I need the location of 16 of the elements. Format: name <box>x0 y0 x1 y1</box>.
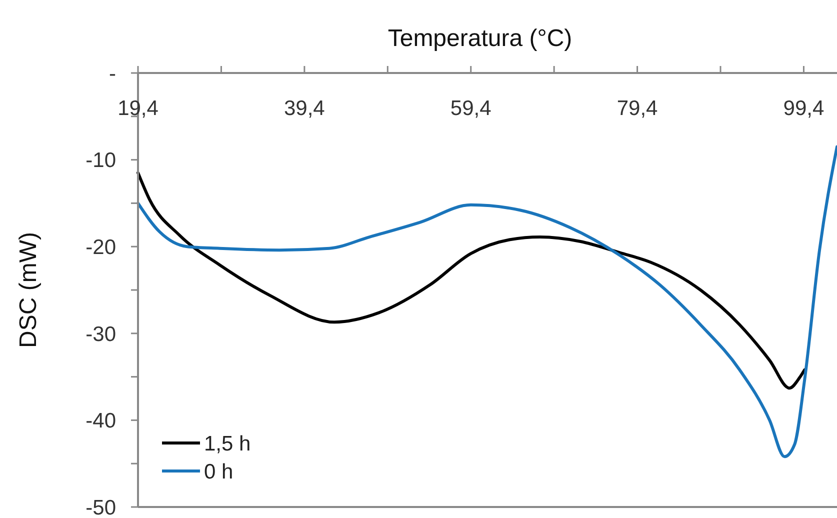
x-tick-label: 99,4 <box>783 97 824 120</box>
legend-label: 0 h <box>204 460 234 484</box>
x-axis-title: Temperatura (°C) <box>388 25 572 52</box>
x-tick-label: 79,4 <box>616 97 658 120</box>
legend-label: 1,5 h <box>204 432 251 456</box>
y-axis-title: DSC (mW) <box>15 232 42 348</box>
y-tick-label: -50 <box>86 496 116 518</box>
line-series <box>136 145 837 458</box>
x-tick-label: 39,4 <box>284 97 326 120</box>
y-tick-label: -20 <box>86 236 116 259</box>
y-tick-label: -40 <box>86 410 116 433</box>
x-tick-label: 59,4 <box>450 97 492 120</box>
y-tick-label: -10 <box>86 149 116 172</box>
line-series <box>136 171 806 390</box>
y-tick-label: -30 <box>86 322 116 346</box>
y-tick-label: - <box>109 62 116 86</box>
